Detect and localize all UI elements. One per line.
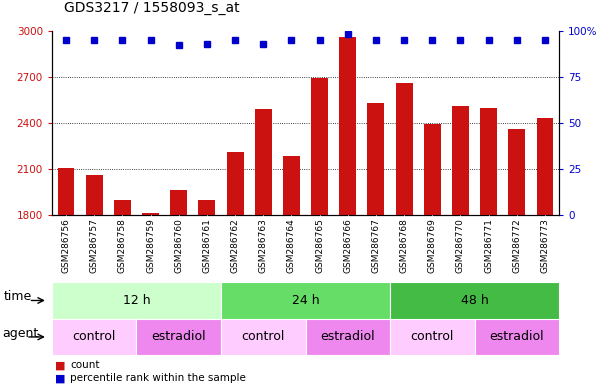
Text: ■: ■ bbox=[55, 360, 65, 370]
Bar bbox=[57, 168, 75, 384]
Text: GSM286770: GSM286770 bbox=[456, 218, 465, 273]
Text: GSM286773: GSM286773 bbox=[541, 218, 549, 273]
Bar bbox=[536, 118, 554, 384]
Text: ■: ■ bbox=[55, 373, 65, 383]
Text: GSM286759: GSM286759 bbox=[146, 218, 155, 273]
Text: percentile rank within the sample: percentile rank within the sample bbox=[70, 373, 246, 383]
Text: GSM286760: GSM286760 bbox=[174, 218, 183, 273]
Bar bbox=[52, 319, 136, 355]
Bar bbox=[221, 319, 306, 355]
Bar bbox=[221, 282, 390, 319]
Text: GSM286756: GSM286756 bbox=[62, 218, 70, 273]
Text: GSM286767: GSM286767 bbox=[371, 218, 381, 273]
Text: 12 h: 12 h bbox=[123, 294, 150, 307]
Bar bbox=[339, 37, 356, 384]
Text: GSM286769: GSM286769 bbox=[428, 218, 437, 273]
Text: GDS3217 / 1558093_s_at: GDS3217 / 1558093_s_at bbox=[64, 2, 240, 15]
Text: estradiol: estradiol bbox=[320, 331, 375, 343]
Bar bbox=[475, 319, 559, 355]
Text: GSM286768: GSM286768 bbox=[400, 218, 409, 273]
Text: GSM286771: GSM286771 bbox=[484, 218, 493, 273]
Text: GSM286758: GSM286758 bbox=[118, 218, 127, 273]
Bar bbox=[170, 190, 187, 384]
Bar bbox=[390, 319, 475, 355]
Bar bbox=[255, 109, 272, 384]
Text: control: control bbox=[411, 331, 454, 343]
Bar bbox=[136, 319, 221, 355]
Bar bbox=[227, 152, 244, 384]
Bar bbox=[424, 124, 441, 384]
Text: GSM286763: GSM286763 bbox=[258, 218, 268, 273]
Bar bbox=[367, 103, 384, 384]
Text: estradiol: estradiol bbox=[489, 331, 544, 343]
Bar bbox=[86, 175, 103, 384]
Text: 48 h: 48 h bbox=[461, 294, 488, 307]
Bar bbox=[52, 282, 221, 319]
Text: GSM286757: GSM286757 bbox=[90, 218, 99, 273]
Bar bbox=[452, 106, 469, 384]
Text: count: count bbox=[70, 360, 100, 370]
Bar bbox=[508, 129, 525, 384]
Text: GSM286762: GSM286762 bbox=[230, 218, 240, 273]
Text: estradiol: estradiol bbox=[152, 331, 206, 343]
Bar bbox=[142, 213, 159, 384]
Text: GSM286766: GSM286766 bbox=[343, 218, 353, 273]
Text: time: time bbox=[4, 290, 32, 303]
Bar bbox=[114, 200, 131, 384]
Text: control: control bbox=[73, 331, 116, 343]
Bar bbox=[480, 108, 497, 384]
Text: control: control bbox=[241, 331, 285, 343]
Text: agent: agent bbox=[2, 327, 39, 340]
Bar bbox=[311, 78, 328, 384]
Text: 24 h: 24 h bbox=[291, 294, 320, 307]
Bar bbox=[283, 156, 300, 384]
Bar bbox=[396, 83, 412, 384]
Text: GSM286772: GSM286772 bbox=[512, 218, 521, 273]
Text: GSM286764: GSM286764 bbox=[287, 218, 296, 273]
Text: GSM286765: GSM286765 bbox=[315, 218, 324, 273]
Bar bbox=[306, 319, 390, 355]
Bar bbox=[390, 282, 559, 319]
Bar bbox=[199, 200, 215, 384]
Text: GSM286761: GSM286761 bbox=[202, 218, 211, 273]
